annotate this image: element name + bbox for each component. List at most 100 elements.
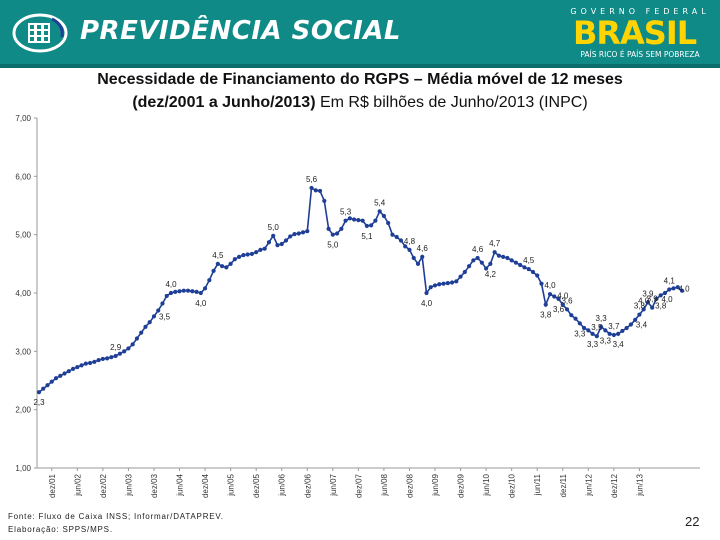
data-label: 4,6 (472, 245, 484, 254)
data-point (369, 223, 374, 228)
data-point (245, 252, 250, 257)
header-divider (0, 64, 720, 68)
data-point (254, 250, 259, 255)
data-point (594, 334, 599, 339)
brand-title: PREVIDÊNCIA SOCIAL (80, 16, 401, 46)
data-point (620, 328, 625, 334)
data-point (139, 330, 144, 335)
data-point (134, 336, 140, 341)
x-tick-label: jun/06 (278, 473, 287, 496)
data-point (339, 226, 344, 231)
data-point (100, 356, 105, 362)
data-label: 4,0 (165, 280, 177, 289)
x-tick-label: jun/02 (73, 473, 82, 496)
data-point (58, 373, 63, 378)
data-point (228, 261, 233, 266)
previdencia-logo-icon (12, 13, 68, 53)
data-point (258, 247, 263, 252)
data-point (654, 296, 659, 301)
data-point (522, 265, 527, 270)
data-point (484, 266, 489, 271)
x-tick-label: dez/05 (252, 473, 261, 498)
data-point (75, 364, 80, 370)
x-tick-label: dez/07 (354, 473, 363, 498)
data-point (232, 257, 237, 262)
data-point (645, 300, 651, 305)
data-label: 3,4 (636, 321, 648, 330)
data-point (420, 254, 425, 259)
y-tick-label: 6,00 (15, 172, 31, 181)
data-point (377, 209, 382, 214)
data-point (381, 213, 387, 219)
data-point (398, 238, 404, 243)
data-point (164, 293, 169, 299)
data-point (211, 268, 216, 273)
data-point (616, 331, 621, 336)
gov-slogan-text: PAÍS RICO É PAÍS SEM POBREZA (580, 50, 700, 59)
data-point (496, 253, 501, 258)
data-label: 3,8 (540, 311, 552, 320)
data-point (334, 231, 340, 236)
data-point (390, 232, 395, 237)
data-label: 5,3 (340, 208, 352, 217)
data-point (300, 230, 306, 235)
data-label: 3,8 (655, 301, 667, 310)
data-point (194, 289, 199, 294)
data-point (113, 353, 118, 359)
data-point (641, 307, 646, 312)
data-point (415, 261, 421, 266)
data-point (552, 294, 557, 299)
data-point (92, 359, 97, 364)
data-label: 4,0 (544, 281, 556, 290)
data-point (458, 274, 463, 279)
data-point (343, 218, 348, 223)
data-point (637, 312, 642, 317)
data-point (313, 188, 318, 193)
x-tick-label: dez/12 (610, 473, 619, 498)
data-point (36, 390, 42, 395)
data-point (352, 217, 357, 222)
x-tick-label: dez/04 (201, 473, 210, 498)
data-label: 5,0 (268, 223, 280, 232)
data-point (454, 279, 459, 284)
data-point (283, 238, 289, 243)
data-point (122, 349, 127, 354)
x-tick-label: dez/01 (48, 473, 57, 498)
data-label: 4,0 (557, 292, 569, 301)
data-point (564, 307, 570, 312)
data-point (143, 324, 148, 329)
data-point (45, 383, 50, 388)
data-point (611, 332, 616, 338)
data-point (679, 288, 685, 293)
data-point (539, 281, 544, 286)
data-point (535, 273, 540, 278)
x-tick-label: jun/11 (533, 473, 542, 496)
gov-top-text: GOVERNO FEDERAL (570, 7, 710, 16)
chart-subtitle-unit: Em R$ bilhões de Junho/2013 (INPC) (315, 94, 588, 111)
data-point (628, 322, 634, 327)
data-point (49, 379, 54, 384)
data-point (249, 251, 255, 257)
data-label: 4,0 (195, 299, 207, 308)
data-label: 4,0 (661, 295, 673, 304)
data-point (662, 290, 668, 296)
data-label: 4,0 (638, 296, 650, 305)
data-point (147, 320, 152, 325)
data-point (466, 264, 472, 269)
data-point (624, 325, 629, 331)
data-point (518, 262, 523, 268)
data-label: 4,0 (678, 284, 690, 293)
data-label: 2,9 (110, 343, 122, 352)
x-tick-label: jun/13 (635, 473, 644, 496)
x-tick-label: dez/10 (508, 473, 517, 498)
data-point (347, 216, 352, 221)
data-point (633, 317, 638, 322)
data-point (198, 290, 203, 296)
data-point (526, 266, 531, 272)
data-point (360, 218, 365, 223)
data-point (569, 313, 574, 318)
x-tick-label: dez/03 (150, 473, 159, 498)
data-point (330, 232, 335, 237)
header-band: PREVIDÊNCIA SOCIAL GOVERNO FEDERAL BRASI… (0, 0, 720, 68)
data-point (437, 282, 442, 287)
